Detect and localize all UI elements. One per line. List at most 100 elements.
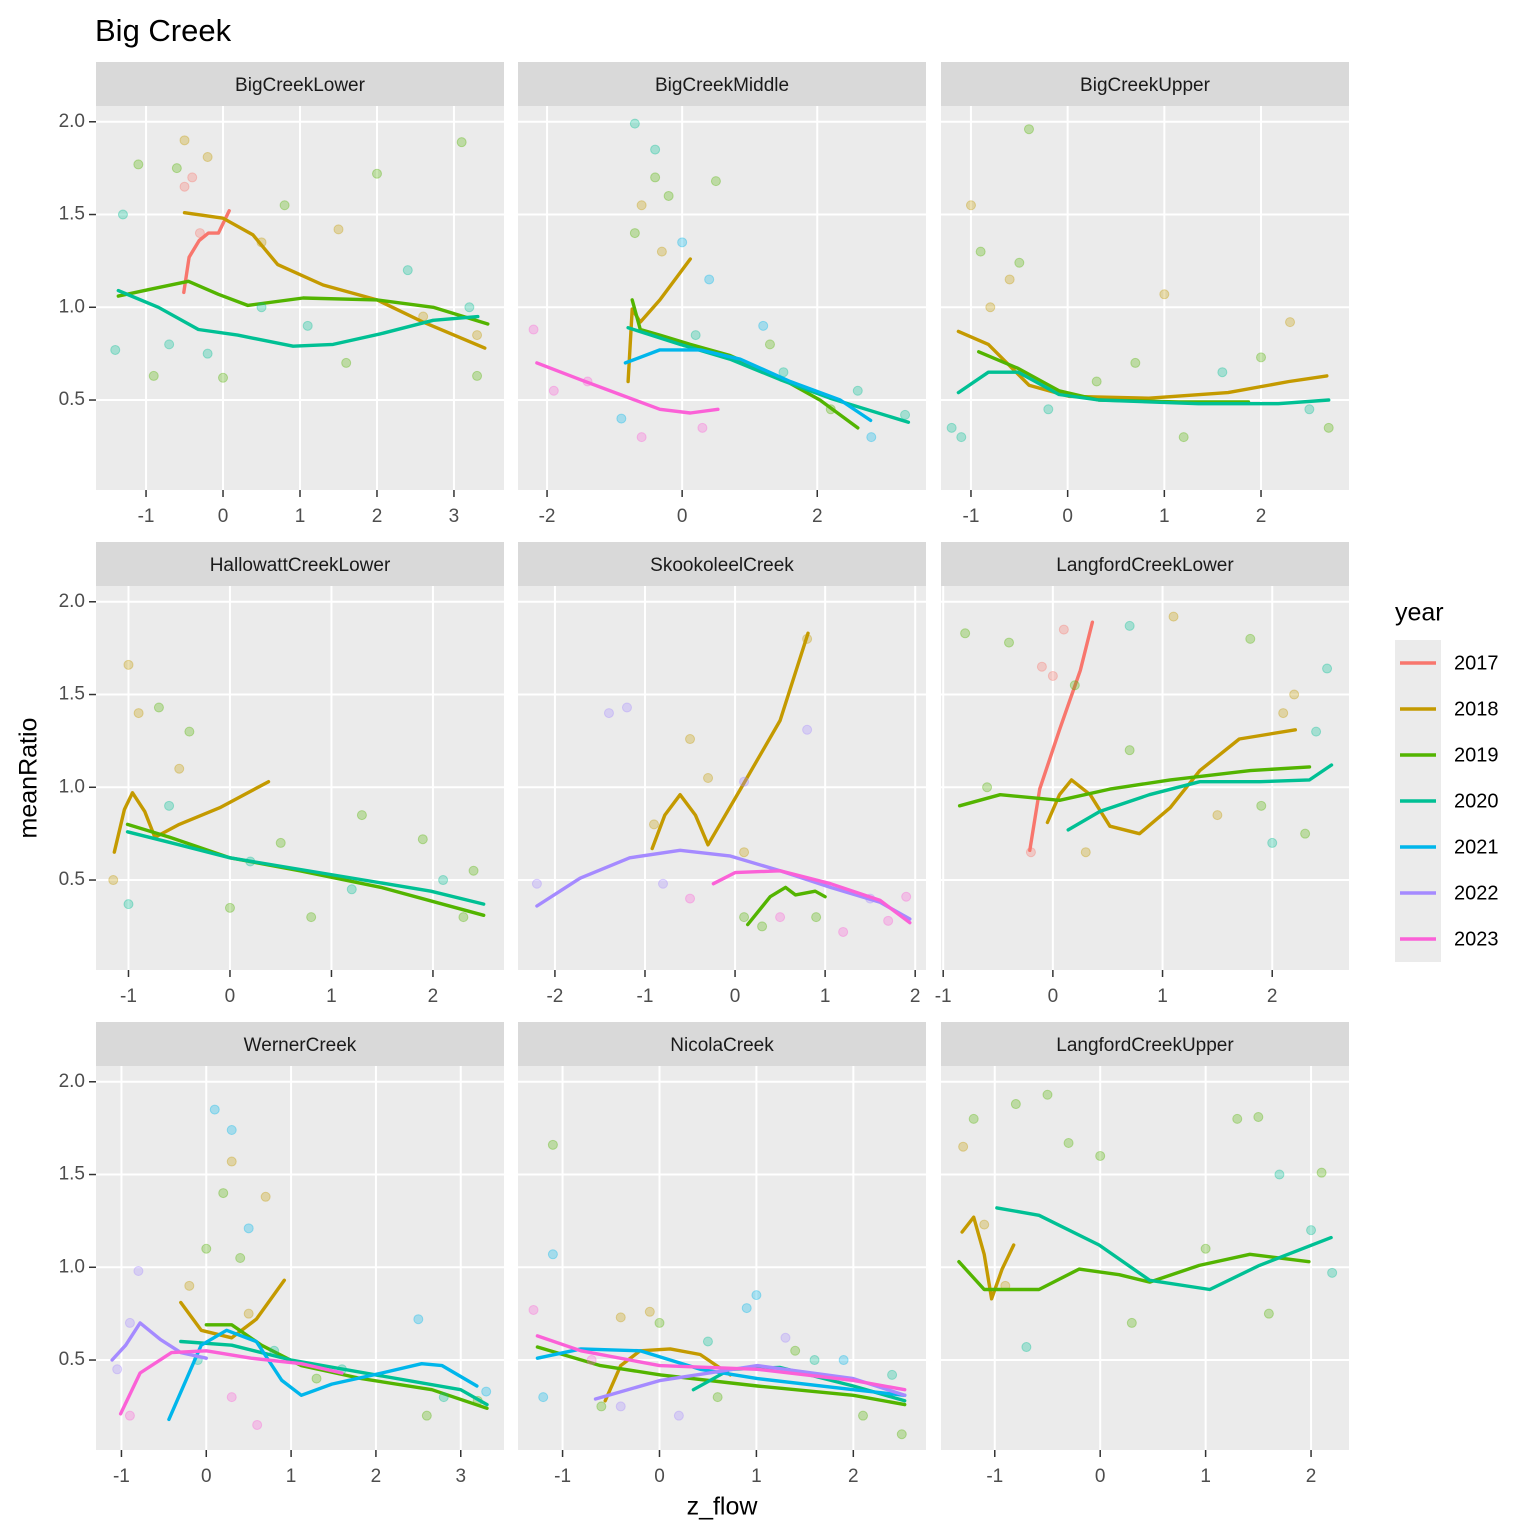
point [673, 1410, 684, 1421]
point [124, 1317, 135, 1328]
legend-label: 2018 [1454, 698, 1499, 720]
panel-background [96, 586, 504, 970]
point [739, 912, 750, 923]
strip [941, 62, 1349, 106]
point [1168, 611, 1179, 622]
x-tick-label: 1 [295, 506, 306, 527]
point [621, 702, 632, 713]
point [757, 921, 768, 932]
x-tick-label: -1 [120, 986, 137, 1007]
x-tick-label: -2 [546, 986, 563, 1007]
point [629, 118, 640, 129]
y-tick-label: 2.0 [59, 111, 85, 132]
point [650, 172, 661, 183]
point [1095, 1150, 1106, 1161]
point [1004, 274, 1015, 285]
point [1178, 432, 1189, 443]
point [356, 810, 367, 821]
smooth-line [650, 631, 810, 851]
point [226, 1392, 237, 1403]
x-tick-label: 0 [1095, 1466, 1106, 1487]
x-tick-label: 2 [372, 506, 383, 527]
smooth-line [182, 209, 231, 295]
point [243, 1223, 254, 1234]
point [596, 1401, 607, 1412]
point [547, 1139, 558, 1150]
strip [96, 1022, 504, 1066]
point [975, 246, 986, 257]
point [164, 339, 175, 350]
point [1267, 837, 1278, 848]
point [1306, 1225, 1317, 1236]
point [306, 912, 317, 923]
y-tick-label: 1.5 [59, 204, 85, 225]
point [346, 884, 357, 895]
point [1274, 1169, 1285, 1180]
x-tick-label: 1 [1159, 506, 1170, 527]
point [644, 1306, 655, 1317]
smooth-line [182, 211, 487, 350]
point [108, 875, 119, 886]
point [226, 1125, 237, 1135]
point [1004, 637, 1014, 648]
point [341, 357, 352, 368]
point [279, 200, 290, 211]
strip [96, 62, 504, 106]
point [704, 274, 715, 285]
point [629, 228, 640, 239]
point [133, 1265, 144, 1276]
point [1130, 357, 1141, 368]
point [1245, 633, 1256, 644]
point [133, 159, 144, 170]
point [858, 1410, 869, 1421]
point [956, 432, 967, 443]
point [1023, 124, 1034, 135]
point [184, 1280, 195, 1291]
smooth-line [746, 885, 827, 927]
panel [941, 1066, 1349, 1450]
point [472, 330, 483, 341]
point [960, 628, 971, 639]
panel [96, 106, 504, 490]
point [896, 1429, 907, 1440]
point [1063, 1137, 1074, 1148]
point [739, 847, 750, 858]
point [852, 385, 863, 396]
y-tick-label: 1.5 [59, 1164, 85, 1185]
strip-label: LangfordCreekLower [1056, 555, 1234, 576]
strip [518, 1022, 926, 1066]
x-tick-label: 0 [1048, 986, 1059, 1007]
point [811, 912, 822, 923]
x-tick-label: 2 [848, 1466, 859, 1487]
point [697, 422, 708, 433]
smooth-line [623, 348, 873, 423]
legend-label: 2019 [1454, 744, 1499, 766]
point [1058, 624, 1069, 635]
smooth-line [956, 370, 1331, 406]
point [887, 1369, 898, 1380]
point [710, 176, 721, 187]
point [1304, 404, 1315, 415]
point [528, 324, 539, 335]
point [838, 926, 849, 937]
smooth-line [1028, 620, 1095, 852]
x-tick-label: -1 [935, 986, 952, 1007]
x-tick-label: -1 [554, 1466, 571, 1487]
point [654, 1317, 665, 1328]
strip [518, 62, 926, 106]
point [1069, 680, 1080, 691]
point [1200, 1243, 1211, 1254]
point [187, 172, 198, 183]
x-tick-label: 0 [225, 986, 236, 1007]
smooth-line [118, 1349, 344, 1416]
smooth-line [1045, 728, 1297, 836]
point [256, 302, 267, 313]
x-tick-label: 2 [910, 986, 921, 1007]
legend-label: 2017 [1454, 652, 1499, 674]
point [1323, 422, 1334, 433]
point [1316, 1167, 1327, 1178]
point [235, 1253, 246, 1263]
point [802, 724, 813, 735]
point [302, 320, 313, 331]
